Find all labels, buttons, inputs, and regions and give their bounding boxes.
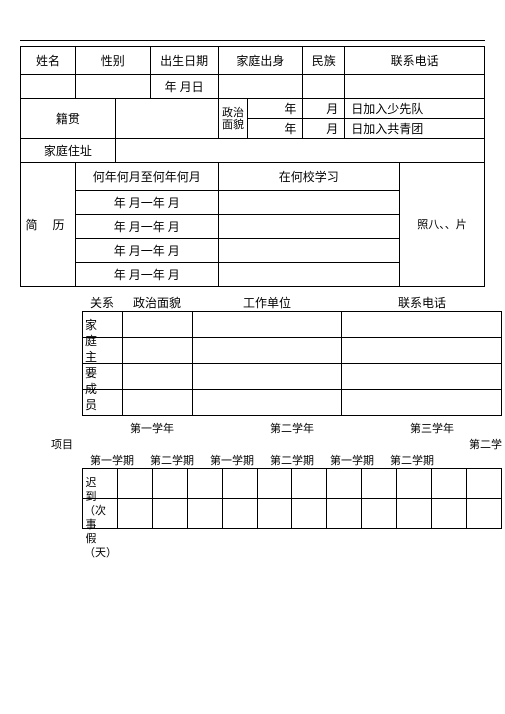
grid-cell <box>327 499 362 529</box>
grid-cell <box>432 499 467 529</box>
label-phone: 联系电话 <box>345 47 485 75</box>
grid-cell <box>257 469 292 499</box>
grid-cell <box>222 469 257 499</box>
label-political: 政治面貌 <box>218 99 248 139</box>
family-cell <box>192 390 342 416</box>
col-sem: 第二学期 <box>142 452 202 468</box>
value-ethnicity <box>303 75 345 99</box>
resume-school-4 <box>218 263 400 287</box>
grid-cell <box>292 499 327 529</box>
resume-period-4: 年 月一年 月 <box>75 263 218 287</box>
attendance-grid <box>82 468 502 529</box>
resume-school-2 <box>218 215 400 239</box>
resume-period-3: 年 月一年 月 <box>75 239 218 263</box>
grid-cell <box>466 499 501 529</box>
col-sem-right: 第二学 <box>442 436 502 452</box>
family-cell <box>342 338 502 364</box>
grid-cell <box>466 469 501 499</box>
col-sem: 第一学期 <box>82 452 142 468</box>
col-year3: 第三学年 <box>362 420 502 436</box>
family-cell <box>342 390 502 416</box>
label-late: 迟到（次事假（天） <box>84 476 98 560</box>
family-cell <box>122 390 192 416</box>
grid-cell <box>257 499 292 529</box>
value-name <box>21 75 76 99</box>
value-birthdate: 年 月日 <box>150 75 218 99</box>
label-resume: 简 历 <box>21 163 76 287</box>
col-sem: 第二学期 <box>262 452 322 468</box>
grid-cell <box>362 499 397 529</box>
family-cell <box>342 312 502 338</box>
value-native-place <box>115 99 218 139</box>
label-name: 姓名 <box>21 47 76 75</box>
pioneers-text: 日加入少先队 <box>345 99 485 119</box>
label-family-origin: 家庭出身 <box>218 47 303 75</box>
value-phone <box>345 75 485 99</box>
resume-school-header: 在何校学习 <box>218 163 400 191</box>
grid-cell <box>397 469 432 499</box>
label-native-place: 籍贯 <box>21 99 116 139</box>
label-birthdate: 出生日期 <box>150 47 218 75</box>
league-text: 日加入共青团 <box>345 119 485 139</box>
grid-cell <box>222 499 257 529</box>
grid-cell <box>397 499 432 529</box>
value-gender <box>75 75 150 99</box>
league-month: 月 <box>303 119 345 139</box>
family-header: 关系 政治面貌 工作单位 联系电话 <box>82 293 502 311</box>
col-sem: 第二学期 <box>382 452 442 468</box>
value-home-address <box>115 139 484 163</box>
label-home-address: 家庭住址 <box>21 139 116 163</box>
family-cell <box>192 312 342 338</box>
family-cell <box>342 364 502 390</box>
label-ethnicity: 民族 <box>303 47 345 75</box>
pioneers-year: 年 <box>248 99 303 119</box>
league-year: 年 <box>248 119 303 139</box>
semester-header: 项目 第二学 第一学期 第二学期 第一学期 第二学期 第一学期 第二学期 <box>42 436 502 468</box>
grid-cell <box>117 469 152 499</box>
col-sem: 第一学期 <box>322 452 382 468</box>
col-sem: 第一学期 <box>202 452 262 468</box>
grid-cell <box>152 499 187 529</box>
family-cell <box>122 338 192 364</box>
grid-cell <box>292 469 327 499</box>
col-relation: 关系 <box>82 293 122 311</box>
resume-period-header: 何年何月至何年何月 <box>75 163 218 191</box>
grid-cell <box>362 469 397 499</box>
photo-cell: 照八、、片 <box>400 163 485 287</box>
grid-cell <box>432 469 467 499</box>
pioneers-month: 月 <box>303 99 345 119</box>
value-family-origin <box>218 75 303 99</box>
col-year2: 第二学年 <box>222 420 362 436</box>
resume-school-3 <box>218 239 400 263</box>
grid-cell <box>117 499 152 529</box>
year-header: 第一学年 第二学年 第三学年 <box>82 420 502 436</box>
grid-cell <box>187 499 222 529</box>
family-grid <box>82 311 502 416</box>
resume-period-2: 年 月一年 月 <box>75 215 218 239</box>
family-cell <box>192 364 342 390</box>
family-cell <box>122 364 192 390</box>
family-cell <box>192 338 342 364</box>
label-family-members: 家庭主要成员 <box>84 317 98 413</box>
col-political: 政治面貌 <box>122 293 192 311</box>
grid-cell <box>152 469 187 499</box>
resume-period-1: 年 月一年 月 <box>75 191 218 215</box>
label-item: 项目 <box>42 436 82 452</box>
grid-cell <box>187 469 222 499</box>
personal-info-table: 姓名 性别 出生日期 家庭出身 民族 联系电话 年 月日 籍贯 政治面貌 年 月… <box>20 46 485 287</box>
grid-cell <box>327 469 362 499</box>
family-cell <box>122 312 192 338</box>
col-work-unit: 工作单位 <box>192 293 342 311</box>
col-year1: 第一学年 <box>82 420 222 436</box>
col-phone: 联系电话 <box>342 293 502 311</box>
resume-school-1 <box>218 191 400 215</box>
label-gender: 性别 <box>75 47 150 75</box>
